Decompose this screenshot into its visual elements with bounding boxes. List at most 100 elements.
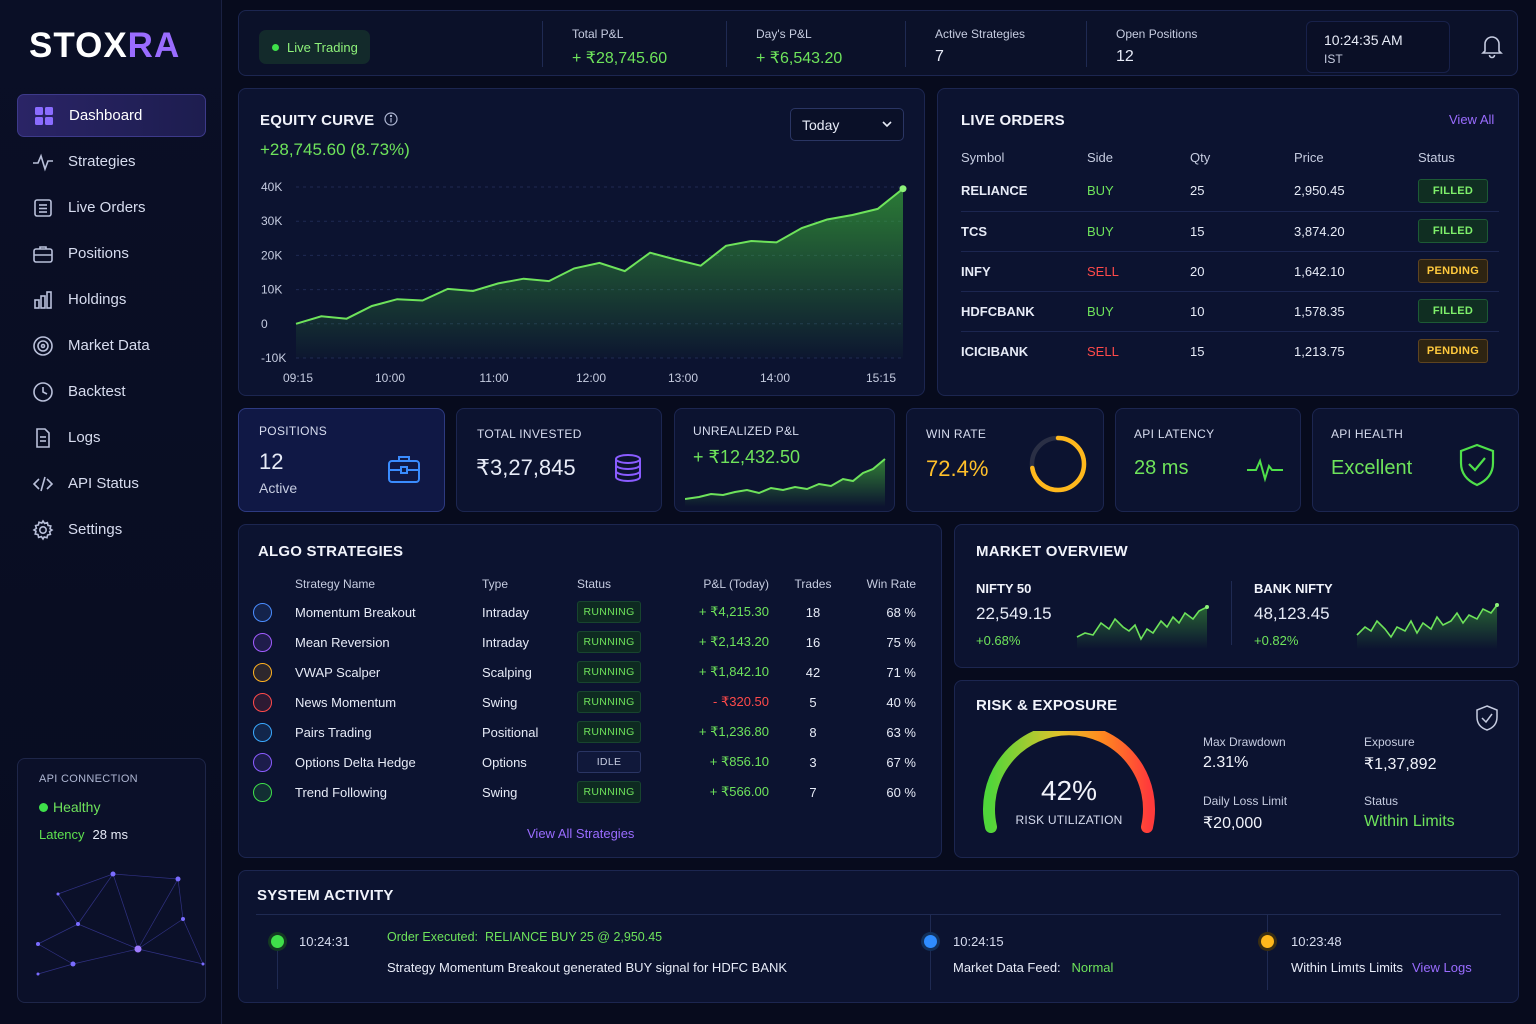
order-side: BUY bbox=[1087, 183, 1114, 199]
bank-nifty-sparkline bbox=[1356, 603, 1499, 649]
table-row[interactable]: ICICIBANK SELL 15 1,213.75 PENDING bbox=[961, 330, 1499, 371]
view-all-strategies-link[interactable]: View All Strategies bbox=[527, 826, 635, 841]
nav-item-logs[interactable]: Logs bbox=[17, 416, 206, 459]
strategies-header-row: Strategy Name Type Status P&L (Today) Tr… bbox=[253, 571, 928, 597]
market-title: MARKET OVERVIEW bbox=[976, 543, 1128, 560]
live-trading-badge[interactable]: Live Trading bbox=[259, 30, 370, 64]
order-side: SELL bbox=[1087, 330, 1190, 371]
api-latency-card: API LATENCY 28 ms bbox=[1115, 408, 1301, 512]
table-row[interactable]: TCS BUY 15 3,874.20 FILLED bbox=[961, 210, 1499, 251]
brand-logo[interactable]: STOXRA bbox=[29, 26, 180, 66]
briefcase-icon bbox=[33, 245, 53, 263]
range-value: Today bbox=[802, 116, 840, 133]
table-row[interactable]: Mean Reversion Intraday RUNNING + ₹2,143.20… bbox=[253, 627, 928, 657]
kpi-value: Excellent bbox=[1331, 457, 1413, 479]
strategy-pnl: + ₹856.10 bbox=[709, 754, 769, 769]
unrealized-pnl-card: UNREALIZED P&L + ₹12,432.50 bbox=[674, 408, 895, 512]
equity-last-point[interactable] bbox=[899, 185, 907, 193]
strategy-icon bbox=[253, 722, 272, 742]
range-select[interactable]: Today bbox=[790, 108, 904, 141]
col-header: Price bbox=[1294, 149, 1324, 165]
timeline-line bbox=[930, 914, 931, 990]
risk-status-label: Status bbox=[1364, 794, 1399, 808]
activity-dot bbox=[271, 935, 284, 948]
strategy-pnl: + ₹1,236.80 bbox=[698, 724, 769, 739]
strategy-trades: 18 bbox=[805, 604, 821, 620]
col-header: Type bbox=[482, 577, 509, 591]
index-change: +0.82% bbox=[1254, 633, 1299, 648]
activity-dot bbox=[924, 935, 937, 948]
timeline-line bbox=[1267, 914, 1268, 990]
nav-item-api-status[interactable]: API Status bbox=[17, 462, 206, 505]
bar-chart-icon bbox=[34, 290, 52, 309]
table-row[interactable]: News Momentum Swing RUNNING - ₹320.50 5 40 % bbox=[253, 687, 928, 717]
y-tick-label: 0 bbox=[261, 317, 268, 331]
table-row[interactable]: VWAP Scalper Scalping RUNNING + ₹1,842.10 42… bbox=[253, 657, 928, 687]
stat-value: 7 bbox=[935, 48, 944, 65]
kpi-value: 72.4% bbox=[926, 456, 989, 481]
table-row[interactable]: RELIANCE BUY 25 2,950.45 FILLED bbox=[961, 171, 1499, 211]
info-icon[interactable] bbox=[384, 112, 398, 126]
table-row[interactable]: Pairs Trading Positional RUNNING + ₹1,236.8… bbox=[253, 717, 928, 747]
strategy-icon-cell bbox=[253, 747, 295, 777]
total-invested-card: TOTAL INVESTED ₹3,27,845 bbox=[456, 408, 662, 512]
x-tick-label: 11:00 bbox=[479, 371, 508, 385]
index-bank-nifty[interactable]: BANK NIFTY 48,123.45 +0.82% bbox=[1254, 581, 1333, 648]
status-badge: PENDING bbox=[1418, 259, 1488, 283]
table-row[interactable]: Momentum Breakout Intraday RUNNING + ₹4,215… bbox=[253, 597, 928, 627]
strategy-trades: 7 bbox=[809, 784, 817, 800]
order-qty: 15 bbox=[1190, 330, 1294, 371]
table-row[interactable]: INFY SELL 20 1,642.10 PENDING bbox=[961, 250, 1499, 291]
strategy-type: Positional bbox=[482, 724, 539, 740]
nav-item-positions[interactable]: Positions bbox=[17, 232, 206, 275]
stat-label: Total P&L bbox=[572, 27, 624, 41]
table-row[interactable]: HDFCBANK BUY 10 1,578.35 FILLED bbox=[961, 290, 1499, 331]
daily-loss-label: Daily Loss Limit bbox=[1203, 794, 1288, 808]
strategy-trades: 3 bbox=[809, 754, 817, 770]
strategy-status: RUNNING bbox=[577, 687, 673, 717]
order-side: BUY bbox=[1087, 290, 1190, 331]
kpi-label: POSITIONS bbox=[259, 424, 328, 438]
nav-item-market-data[interactable]: Market Data bbox=[17, 324, 206, 367]
col-header: P&L (Today) bbox=[703, 577, 769, 591]
kpi-label: API LATENCY bbox=[1134, 427, 1215, 441]
code-icon bbox=[32, 476, 54, 491]
activity-market-feed: Market Data Feed: Normal bbox=[953, 960, 1113, 975]
y-tick-label: 10K bbox=[261, 283, 282, 297]
strategy-status: RUNNING bbox=[577, 717, 673, 747]
index-value: 48,123.45 bbox=[1254, 604, 1330, 623]
strategy-icon-cell bbox=[253, 597, 295, 627]
nav-item-live-orders[interactable]: Live Orders bbox=[17, 186, 206, 229]
shield-check-icon[interactable] bbox=[1475, 705, 1499, 731]
strategy-name: Pairs Trading bbox=[295, 724, 372, 740]
table-row[interactable]: Trend Following Swing RUNNING + ₹566.00 7 60 … bbox=[253, 777, 928, 807]
strategy-pnl: + ₹566.00 bbox=[709, 784, 769, 799]
strategy-pnl: + ₹4,215.30 bbox=[698, 604, 769, 619]
index-nifty50[interactable]: NIFTY 50 22,549.15 +0.68% bbox=[976, 581, 1052, 648]
nav-item-dashboard[interactable]: Dashboard bbox=[17, 94, 206, 137]
activity-head: Order Executed: bbox=[387, 930, 479, 944]
strategy-win-rate: 75 % bbox=[886, 634, 916, 650]
positions-card[interactable]: POSITIONS 12 Active bbox=[238, 408, 445, 512]
view-logs-link[interactable]: View Logs bbox=[1412, 960, 1472, 975]
view-all-orders-link[interactable]: View All bbox=[1449, 112, 1495, 127]
nav-item-backtest[interactable]: Backtest bbox=[17, 370, 206, 413]
nav-item-strategies[interactable]: Strategies bbox=[17, 140, 206, 183]
activity-text: Within Limıts Limits bbox=[1291, 960, 1403, 975]
table-row[interactable]: Options Delta Hedge Options IDLE + ₹856.10 3… bbox=[253, 747, 928, 777]
live-orders-panel: LIVE ORDERS View All Symbol Side Qty Pri… bbox=[937, 88, 1519, 396]
api-status-text: Healthy bbox=[53, 799, 101, 815]
strategy-type: Swing bbox=[482, 784, 518, 800]
activity-detail: RELIANCE BUY 25 @ 2,950.45 bbox=[484, 930, 663, 944]
nav-item-settings[interactable]: Settings bbox=[17, 508, 206, 551]
strategy-icon-cell bbox=[253, 777, 295, 807]
status-badge: FILLED bbox=[1418, 219, 1488, 243]
x-tick-label: 15:15 bbox=[866, 371, 896, 385]
top-status-bar: Live Trading Total P&L + ₹28,745.60 Day'… bbox=[238, 10, 1518, 76]
feed-label: Market Data Feed: bbox=[953, 960, 1061, 975]
nav-item-holdings[interactable]: Holdings bbox=[17, 278, 206, 321]
bell-icon[interactable] bbox=[1480, 33, 1504, 59]
nav-label: Market Data bbox=[68, 337, 150, 354]
order-symbol: ICICIBANK bbox=[961, 330, 1087, 371]
brand-name-a: STOX bbox=[29, 26, 128, 65]
